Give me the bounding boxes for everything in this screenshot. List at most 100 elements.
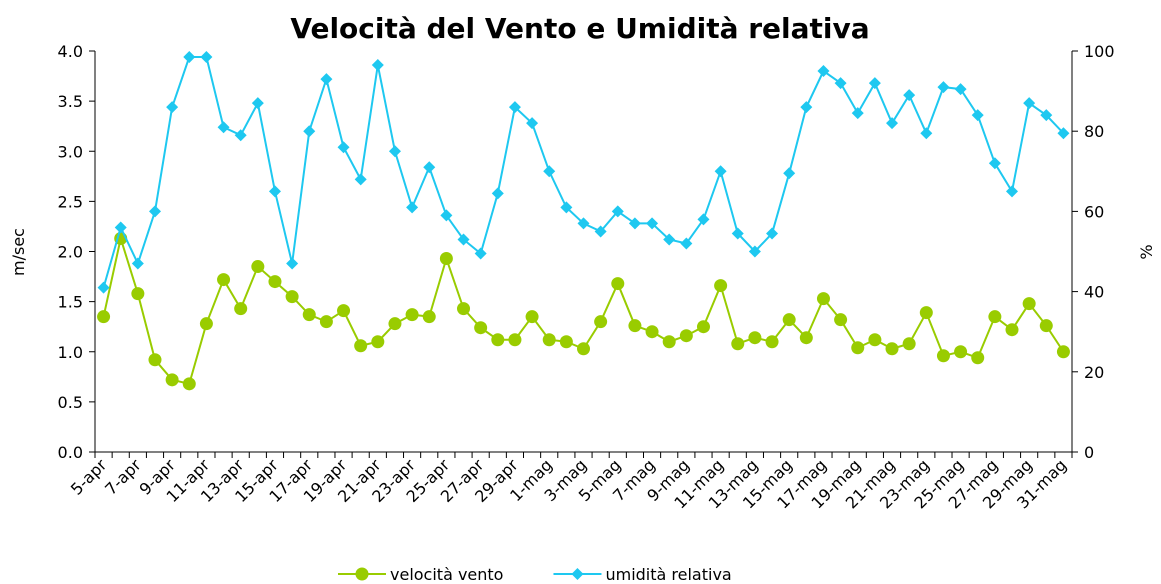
point-marker xyxy=(439,252,453,266)
point-marker xyxy=(199,317,213,331)
point-marker xyxy=(166,101,179,114)
point-marker xyxy=(474,247,487,260)
legend-marker xyxy=(355,567,369,581)
point-marker xyxy=(954,345,968,359)
point-marker xyxy=(491,187,504,200)
y-tick-label: 0.0 xyxy=(58,443,83,462)
point-marker xyxy=(834,313,848,327)
point-marker xyxy=(508,333,522,347)
point-marker xyxy=(834,77,847,90)
point-marker xyxy=(971,109,984,122)
point-marker xyxy=(354,339,368,353)
point-marker xyxy=(371,335,385,349)
point-marker xyxy=(851,341,865,355)
y-tick-label: 0.5 xyxy=(58,393,83,412)
y-tick-label: 1.5 xyxy=(58,293,83,312)
point-marker xyxy=(766,227,779,240)
y2-axis-label: % xyxy=(1137,244,1156,259)
y-tick-label: 3.0 xyxy=(58,142,83,161)
point-marker xyxy=(182,377,196,391)
point-marker xyxy=(646,217,659,230)
point-marker xyxy=(217,273,231,287)
point-marker xyxy=(971,351,985,365)
y2-tick-label: 20 xyxy=(1084,363,1104,382)
point-marker xyxy=(765,335,779,349)
point-marker xyxy=(799,331,813,345)
y-tick-label: 2.0 xyxy=(58,243,83,262)
y2-tick-label: 60 xyxy=(1084,202,1104,221)
point-marker xyxy=(457,302,471,316)
y-tick-label: 1.0 xyxy=(58,343,83,362)
y2-tick-label: 100 xyxy=(1084,42,1115,61)
point-marker xyxy=(131,257,144,270)
point-marker xyxy=(388,145,401,158)
legend-label: velocità vento xyxy=(390,565,503,584)
chart-title: Velocità del Vento e Umidità relativa xyxy=(290,12,869,45)
point-marker xyxy=(885,342,899,356)
point-marker xyxy=(919,306,933,320)
point-marker xyxy=(1057,127,1070,140)
point-marker xyxy=(474,321,488,335)
point-marker xyxy=(542,333,556,347)
point-marker xyxy=(748,331,762,345)
point-marker xyxy=(268,275,282,289)
point-marker xyxy=(97,281,110,294)
point-marker xyxy=(903,89,916,102)
point-marker xyxy=(319,315,333,329)
y-tick-label: 4.0 xyxy=(58,42,83,61)
point-marker xyxy=(1006,185,1019,198)
point-marker xyxy=(714,165,727,178)
point-marker xyxy=(714,279,728,293)
point-marker xyxy=(559,335,573,349)
point-marker xyxy=(440,209,453,222)
point-marker xyxy=(696,320,710,334)
point-marker xyxy=(148,205,161,218)
point-marker xyxy=(731,337,745,351)
point-marker xyxy=(868,333,882,347)
point-marker xyxy=(886,117,899,130)
point-marker xyxy=(679,329,693,343)
point-marker xyxy=(662,335,676,349)
point-marker xyxy=(611,277,625,291)
point-marker xyxy=(422,310,436,324)
point-marker xyxy=(594,225,607,238)
point-marker xyxy=(234,302,248,316)
point-marker xyxy=(165,373,179,387)
point-marker xyxy=(1022,297,1036,311)
point-marker xyxy=(988,157,1001,170)
series-line xyxy=(102,56,1065,288)
point-marker xyxy=(731,227,744,240)
point-marker xyxy=(97,310,111,324)
point-marker xyxy=(628,319,642,333)
point-marker xyxy=(337,141,350,154)
point-marker xyxy=(491,333,505,347)
point-marker xyxy=(680,237,693,250)
series-line xyxy=(102,234,1065,386)
point-marker xyxy=(303,125,316,138)
point-marker xyxy=(200,51,213,64)
point-marker xyxy=(234,129,247,142)
point-marker xyxy=(285,290,299,304)
y2-tick-label: 40 xyxy=(1084,283,1104,302)
y-axis-label: m/sec xyxy=(9,228,28,276)
point-marker xyxy=(405,308,419,322)
point-marker xyxy=(508,101,521,114)
point-marker xyxy=(131,287,145,301)
point-marker xyxy=(1005,323,1019,337)
point-marker xyxy=(817,65,830,78)
point-marker xyxy=(937,81,950,94)
point-marker xyxy=(748,245,761,258)
point-marker xyxy=(1056,345,1070,359)
point-marker xyxy=(1023,97,1036,110)
point-marker xyxy=(954,83,967,96)
y2-tick-label: 0 xyxy=(1084,443,1094,462)
point-marker xyxy=(988,310,1002,324)
legend-label: umidità relativa xyxy=(605,565,731,584)
point-marker xyxy=(286,257,299,270)
point-marker xyxy=(388,317,402,331)
point-marker xyxy=(663,233,676,246)
legend-marker xyxy=(571,568,584,580)
point-marker xyxy=(936,349,950,363)
point-marker xyxy=(371,59,384,72)
